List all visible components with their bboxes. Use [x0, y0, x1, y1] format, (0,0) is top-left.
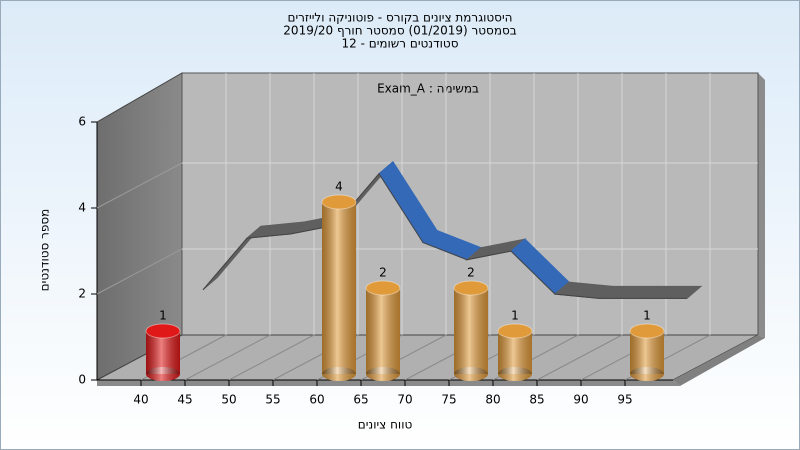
x-tick-label: 90 — [573, 393, 588, 407]
x-tick-label: 60 — [309, 393, 324, 407]
value-label: 2 — [467, 266, 475, 280]
floor-line — [536, 334, 623, 381]
y-tick-label: 0 — [78, 373, 86, 387]
x-tick-label: 75 — [441, 393, 456, 407]
bar-bottom-shade — [146, 367, 180, 381]
bar-top — [365, 280, 401, 296]
bar-shine — [366, 288, 400, 374]
bar-shine — [630, 331, 664, 374]
value-label: 1 — [511, 309, 519, 323]
x-tick-label: 95 — [617, 393, 632, 407]
grid-line — [96, 162, 183, 209]
x-tick-label: 55 — [265, 393, 280, 407]
bar-shine — [454, 288, 488, 374]
x-axis-title: טווח ציונים — [358, 418, 413, 432]
bar-top — [497, 323, 533, 339]
bar-top — [629, 323, 665, 339]
x-tick-label: 70 — [397, 393, 412, 407]
bar-bottom-shade — [322, 367, 356, 381]
x-tick-label: 85 — [529, 393, 544, 407]
bar-shine — [498, 331, 532, 374]
value-label: 1 — [159, 309, 167, 323]
bar-top — [453, 280, 489, 296]
x-tick-label: 45 — [177, 393, 192, 407]
value-label: 2 — [379, 266, 387, 280]
bar-bottom-shade — [498, 367, 532, 381]
floor-line — [228, 334, 315, 381]
title-line: סטודנטים רשומים - 12 — [341, 37, 458, 51]
bar-top — [145, 323, 181, 339]
title: היסטוגרמת ציונים בקורס - פוטוניקה ולייזר… — [283, 11, 516, 51]
x-tick-label: 50 — [221, 393, 236, 407]
floor-line — [184, 334, 271, 381]
bar-shine — [322, 202, 356, 374]
x-tick-label: 65 — [353, 393, 368, 407]
y-axis-title: מספר סטודנטים — [38, 209, 52, 292]
floor-edge — [673, 335, 765, 386]
bar-bottom-shade — [454, 367, 488, 381]
floor-edge — [97, 380, 680, 386]
value-label: 4 — [335, 180, 343, 194]
annotation: Exam_A : במשימה — [377, 82, 479, 96]
y-tick-label: 2 — [78, 287, 86, 301]
bar-shine — [146, 331, 180, 374]
bar-top — [321, 194, 357, 210]
x-tick-label: 80 — [485, 393, 500, 407]
grid-line — [96, 248, 183, 295]
x-tick-label: 40 — [133, 393, 148, 407]
curve-line — [202, 172, 687, 299]
value-label: 1 — [643, 309, 651, 323]
title-line: היסטוגרמת ציונים בקורס - פוטוניקה ולייזר… — [287, 11, 512, 25]
y-tick-label: 4 — [78, 201, 86, 215]
bar-bottom-shade — [366, 367, 400, 381]
title-line: בסמסטר (01/2019) סמסטר חורף 2019/20 — [283, 24, 516, 38]
y-tick-label: 6 — [78, 115, 86, 129]
bar-bottom-shade — [630, 367, 664, 381]
